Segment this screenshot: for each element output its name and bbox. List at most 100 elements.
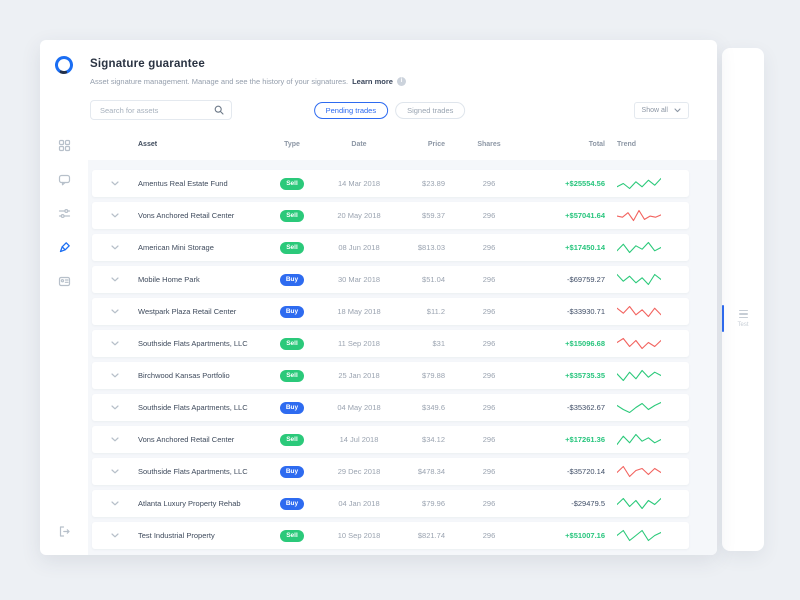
asset-name: Vons Anchored Retail Center <box>138 211 235 220</box>
table-row[interactable]: Southside Flats Apartments, LLC Sell 11 Se… <box>92 330 689 357</box>
trade-shares: 296 <box>482 179 496 188</box>
trend-sparkline <box>605 273 689 286</box>
trade-date: 20 May 2018 <box>337 211 381 220</box>
subtitle-text: Asset signature management. Manage and s… <box>90 77 349 86</box>
table-row[interactable]: Southside Flats Apartments, LLC Buy 29 Dec… <box>92 458 689 485</box>
trade-type-badge: Buy <box>280 465 304 478</box>
row-expand-chevron[interactable] <box>92 277 138 282</box>
trend-sparkline <box>605 177 689 190</box>
trade-total: +$35735.35 <box>565 371 605 380</box>
table-row[interactable]: Southside Flats Apartments, LLC Buy 04 May… <box>92 394 689 421</box>
trade-price: $79.88 <box>422 371 445 380</box>
row-expand-chevron[interactable] <box>92 245 138 250</box>
toolbar: Pending trades Signed trades Show all <box>90 99 689 121</box>
trade-price: $11.2 <box>426 307 445 316</box>
table-row[interactable]: Mobile Home Park Buy 30 Mar 2018 $51.04 296 -… <box>92 266 689 293</box>
menu-icon <box>738 309 748 319</box>
trade-shares: 296 <box>482 531 496 540</box>
chevron-down-icon <box>111 469 119 474</box>
row-expand-chevron[interactable] <box>92 533 138 538</box>
table-header: Asset Type Date Price Shares Total Trend <box>92 136 689 152</box>
row-expand-chevron[interactable] <box>92 501 138 506</box>
asset-name: Southside Flats Apartments, LLC <box>138 339 248 348</box>
table-row[interactable]: Test Industrial Property Sell 10 Sep 2018 $… <box>92 522 689 549</box>
table-row[interactable]: Atlanta Luxury Property Rehab Buy 04 Jan 2… <box>92 490 689 517</box>
trend-sparkline <box>605 337 689 350</box>
trade-total: +$51007.16 <box>565 531 605 540</box>
trade-shares: 296 <box>482 435 496 444</box>
chevron-down-icon <box>111 533 119 538</box>
row-expand-chevron[interactable] <box>92 437 138 442</box>
row-expand-chevron[interactable] <box>92 373 138 378</box>
info-icon[interactable]: i <box>396 77 406 86</box>
active-accent-bar <box>722 305 724 332</box>
chevron-down-icon <box>111 181 119 186</box>
asset-name: Amentus Real Estate Fund <box>138 179 228 188</box>
trade-price: $34.12 <box>422 435 445 444</box>
trend-sparkline <box>605 369 689 382</box>
table-row[interactable]: Vons Anchored Retail Center Sell 20 May 20… <box>92 202 689 229</box>
asset-name: Westpark Plaza Retail Center <box>138 307 237 316</box>
signature-pen-icon[interactable] <box>57 240 72 255</box>
asset-search[interactable] <box>90 100 232 120</box>
page-title: Signature guarantee <box>90 58 205 70</box>
trade-type-badge: Sell <box>280 241 304 254</box>
trade-shares: 296 <box>482 467 496 476</box>
learn-more-link[interactable]: Learn more <box>352 77 393 86</box>
asset-name: Southside Flats Apartments, LLC <box>138 467 248 476</box>
asset-name: Atlanta Luxury Property Rehab <box>138 499 241 508</box>
trade-type-badge: Buy <box>280 305 304 318</box>
column-header-asset: Asset <box>138 140 158 148</box>
row-expand-chevron[interactable] <box>92 405 138 410</box>
table-row[interactable]: Birchwood Kansas Portfolio Sell 25 Jan 201… <box>92 362 689 389</box>
brand-logo <box>55 56 73 74</box>
trade-type-badge: Buy <box>280 401 304 414</box>
trade-total: +$57041.64 <box>565 211 605 220</box>
dashboard-icon[interactable] <box>57 138 72 153</box>
trade-date: 18 May 2018 <box>337 307 381 316</box>
filters-icon[interactable] <box>57 206 72 221</box>
trend-sparkline <box>605 209 689 222</box>
background-page-card: Test <box>722 48 764 551</box>
trade-shares: 296 <box>482 243 496 252</box>
trade-price: $349.6 <box>422 403 445 412</box>
trade-date: 14 Jul 2018 <box>339 435 379 444</box>
column-header-date: Date <box>351 140 367 148</box>
trade-price: $821.74 <box>417 531 445 540</box>
table-row[interactable]: Vons Anchored Retail Center Sell 14 Jul 20… <box>92 426 689 453</box>
trade-date: 10 Sep 2018 <box>337 531 381 540</box>
trend-sparkline <box>605 401 689 414</box>
tab-signed-trades[interactable]: Signed trades <box>395 101 466 119</box>
chevron-down-icon <box>111 245 119 250</box>
logout-icon[interactable] <box>57 524 72 539</box>
chevron-down-icon <box>111 501 119 506</box>
row-expand-chevron[interactable] <box>92 341 138 346</box>
trade-shares: 296 <box>482 275 496 284</box>
row-expand-chevron[interactable] <box>92 309 138 314</box>
chevron-down-icon <box>111 277 119 282</box>
chevron-down-icon <box>111 437 119 442</box>
trade-date: 29 Dec 2018 <box>337 467 381 476</box>
trend-sparkline <box>605 529 689 542</box>
table-row[interactable]: American Mini Storage Sell 08 Jun 2018 $813… <box>92 234 689 261</box>
messages-icon[interactable] <box>57 172 72 187</box>
row-expand-chevron[interactable] <box>92 469 138 474</box>
trade-type-badge: Buy <box>280 273 304 286</box>
search-icon <box>214 105 224 115</box>
chevron-down-icon <box>674 107 681 112</box>
row-expand-chevron[interactable] <box>92 181 138 186</box>
trend-sparkline <box>605 241 689 254</box>
page-subtitle: Asset signature management. Manage and s… <box>90 77 717 86</box>
row-expand-chevron[interactable] <box>92 213 138 218</box>
table-row[interactable]: Amentus Real Estate Fund Sell 14 Mar 2018 $… <box>92 170 689 197</box>
trade-total: +$15096.68 <box>565 339 605 348</box>
trade-date: 08 Jun 2018 <box>338 243 380 252</box>
trade-shares: 296 <box>482 403 496 412</box>
search-input[interactable] <box>98 104 214 116</box>
collapsed-panel-tab[interactable]: Test <box>722 300 764 338</box>
trend-sparkline <box>605 433 689 446</box>
contacts-icon[interactable] <box>57 274 72 289</box>
tab-pending-trades[interactable]: Pending trades <box>313 101 389 119</box>
table-row[interactable]: Westpark Plaza Retail Center Buy 18 May 20… <box>92 298 689 325</box>
show-all-filter[interactable]: Show all <box>633 101 689 119</box>
